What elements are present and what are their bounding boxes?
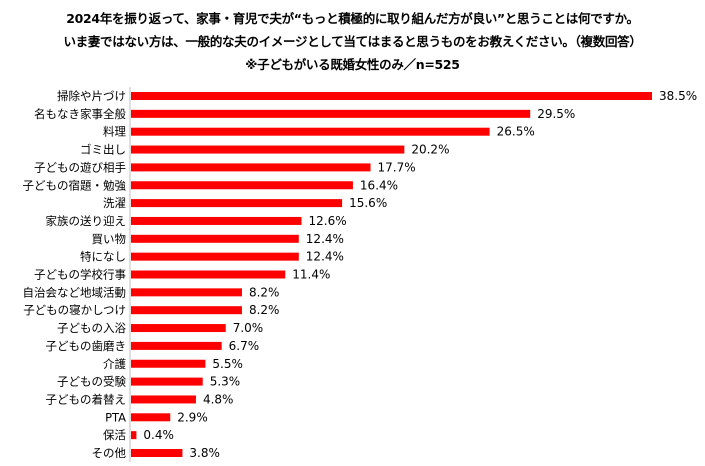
value-label: 4.8%	[203, 392, 234, 406]
chart-title-line-1: 2024年を振り返って、家事・育児で夫が“もっと積極的に取り組んだ方が良い”と思…	[66, 11, 639, 26]
category-label: 洗濯	[103, 196, 126, 210]
bar	[131, 449, 183, 457]
category-label: 自治会など地域活動	[23, 285, 127, 299]
category-label: 子どもの学校行事	[34, 268, 126, 282]
category-label: 家族の送り迎え	[46, 214, 127, 228]
bar	[131, 234, 299, 243]
value-label: 8.2%	[249, 303, 280, 317]
bar	[131, 199, 343, 208]
bar	[131, 395, 196, 404]
bar	[131, 377, 203, 386]
category-label: 介護	[103, 357, 126, 371]
value-label: 12.4%	[306, 232, 344, 246]
bar	[131, 127, 490, 136]
value-label: 12.4%	[306, 250, 344, 264]
category-label: 子どもの宿題・勉強	[23, 178, 127, 192]
bar	[131, 359, 206, 368]
category-label: 料理	[103, 125, 126, 139]
chart-title-line-3: ※子どもがいる既婚女性のみ／n=525	[245, 57, 460, 72]
value-label: 0.4%	[143, 428, 174, 442]
value-label: 38.5%	[659, 89, 697, 103]
bar	[131, 413, 171, 422]
value-label: 29.5%	[537, 107, 575, 121]
chart-title-line-2: いま妻ではない方は、一般的な夫のイメージとして当てはまると思うものをお教えくださ…	[63, 34, 642, 49]
value-label: 2.9%	[177, 410, 208, 424]
value-label: 8.2%	[249, 285, 280, 299]
bar	[131, 431, 137, 440]
category-label: 特になし	[80, 250, 126, 264]
bar	[131, 288, 242, 297]
value-label: 12.6%	[309, 214, 347, 228]
value-label: 15.6%	[349, 196, 387, 210]
value-label: 7.0%	[233, 321, 264, 335]
bar	[131, 181, 353, 190]
bar	[131, 109, 531, 118]
value-label: 26.5%	[497, 125, 535, 139]
category-label: 子どもの寝かしつけ	[23, 303, 126, 317]
bar	[131, 163, 371, 172]
bar	[131, 341, 222, 350]
value-label: 11.4%	[292, 268, 330, 282]
category-label: 掃除や片づけ	[57, 89, 126, 103]
category-label: 子どもの遊び相手	[34, 160, 126, 174]
bar	[131, 92, 652, 100]
value-label: 5.5%	[212, 357, 243, 371]
category-label: 名もなき家事全般	[34, 107, 126, 121]
category-label: 子どもの入浴	[57, 321, 126, 335]
value-label: 17.7%	[378, 160, 416, 174]
category-label: 子どもの着替え	[46, 392, 127, 406]
value-label: 6.7%	[229, 339, 260, 353]
category-label: 子どもの歯磨き	[46, 339, 127, 353]
value-label: 3.8%	[189, 446, 220, 460]
bar	[131, 306, 242, 315]
bar	[131, 324, 226, 333]
bar	[131, 252, 299, 261]
bar	[131, 270, 286, 279]
category-label: PTA	[105, 410, 126, 424]
value-label: 20.2%	[411, 143, 449, 157]
category-label: ゴミ出し	[80, 143, 126, 157]
bar	[131, 145, 405, 154]
category-label: その他	[92, 446, 127, 460]
category-label: 保活	[103, 428, 126, 442]
category-label: 子どもの受験	[57, 375, 126, 389]
category-label: 買い物	[92, 232, 127, 246]
bar	[131, 216, 302, 225]
value-label: 5.3%	[210, 375, 241, 389]
value-label: 16.4%	[360, 178, 398, 192]
